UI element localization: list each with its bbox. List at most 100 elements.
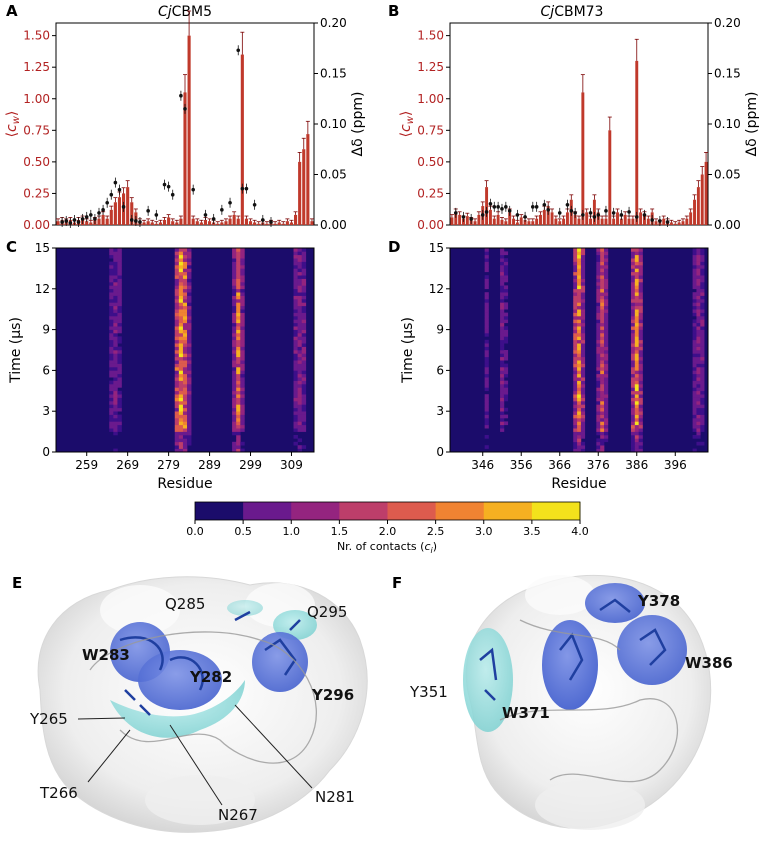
heat-cell-D-387-3 xyxy=(638,438,643,443)
nmr-point-B-5 xyxy=(488,201,493,206)
heat-cell-D-401-30 xyxy=(692,346,697,351)
heat-cell-C-297-39 xyxy=(240,316,245,320)
heat-cell-C-266-39 xyxy=(113,316,118,320)
bar-A-0 xyxy=(56,221,60,225)
heat-cell-D-370-30 xyxy=(573,346,578,351)
heat-cell-C-295-48 xyxy=(232,285,237,290)
nmr-point-B-11 xyxy=(515,213,520,217)
heat-cell-D-371-12 xyxy=(577,407,582,412)
heat-cell-D-347-32 xyxy=(484,339,489,344)
heat-cell-D-351-31 xyxy=(500,343,505,347)
heat-cell-D-387-29 xyxy=(638,350,643,354)
heat-cell-D-377-57 xyxy=(600,254,605,259)
heat-cell-D-352-32 xyxy=(503,339,509,344)
heat-cell-C-311-43 xyxy=(297,302,303,307)
heat-cell-C-310-23 xyxy=(293,370,298,375)
heat-cell-D-372-28 xyxy=(580,353,586,358)
heat-cell-C-282-2 xyxy=(178,441,184,446)
heat-cell-D-387-9 xyxy=(638,418,643,422)
heat-cell-D-386-17 xyxy=(634,390,639,395)
heat-cell-C-265-11 xyxy=(109,411,114,415)
heat-cell-D-378-24 xyxy=(604,367,609,371)
heat-cell-D-378-23 xyxy=(604,370,609,375)
heat-cell-C-297-43 xyxy=(240,302,245,307)
heat-cell-C-310-42 xyxy=(293,305,298,310)
ltick-label-B-5: 1.25 xyxy=(417,60,444,74)
leader-n281 xyxy=(234,704,313,789)
heat-cell-C-267-14 xyxy=(117,401,122,405)
heat-cell-D-403-45 xyxy=(700,295,705,300)
heat-cell-D-370-21 xyxy=(573,377,578,381)
heat-cell-C-284-9 xyxy=(187,418,192,422)
heat-cell-C-265-46 xyxy=(109,292,114,296)
heatmap-d-ylabel: Time (μs) xyxy=(400,317,416,384)
heat-cell-C-296-19 xyxy=(236,384,241,388)
ltick-label-A-4: 1.00 xyxy=(23,92,50,106)
sidechains-f xyxy=(479,598,667,701)
heat-cell-D-347-43 xyxy=(484,302,489,307)
bar-B-39 xyxy=(600,218,604,225)
surface-lobe-f1 xyxy=(525,575,595,615)
heat-cell-C-266-21 xyxy=(113,377,118,381)
heat-cell-C-295-32 xyxy=(232,339,237,344)
heat-cell-D-378-56 xyxy=(604,258,609,262)
heat-cell-C-267-53 xyxy=(117,268,122,273)
heat-cell-C-282-19 xyxy=(178,384,184,388)
heat-cell-D-403-43 xyxy=(700,302,705,307)
heat-cell-C-282-8 xyxy=(178,421,184,426)
heat-cell-D-385-0 xyxy=(630,448,636,453)
heat-cell-C-296-1 xyxy=(236,445,241,449)
nmr-point-B-18 xyxy=(565,203,570,207)
heat-cell-C-267-59 xyxy=(117,248,122,252)
heat-cell-D-372-16 xyxy=(580,394,586,398)
heat-cell-D-401-49 xyxy=(692,282,697,286)
rtick-label-B-3: 0.15 xyxy=(714,67,741,81)
heat-cell-D-372-30 xyxy=(580,346,586,351)
heat-cell-D-377-11 xyxy=(600,411,605,415)
bar-A-11 xyxy=(101,214,105,225)
heat-cell-C-266-9 xyxy=(113,418,118,422)
heat-cell-C-265-49 xyxy=(109,282,114,286)
heat-cell-D-376-22 xyxy=(596,373,601,378)
heat-cell-C-266-48 xyxy=(113,285,118,290)
heat-cell-D-377-30 xyxy=(600,346,605,351)
ytick-label-D-3: 9 xyxy=(436,323,444,337)
heat-cell-C-284-29 xyxy=(187,350,192,354)
heat-cell-D-370-59 xyxy=(573,248,578,252)
heat-cell-C-311-26 xyxy=(297,360,303,364)
heat-cell-C-310-10 xyxy=(293,414,298,419)
heat-cell-C-281-32 xyxy=(174,339,180,344)
heat-cell-C-311-22 xyxy=(297,373,303,378)
heat-cell-D-376-10 xyxy=(596,414,601,419)
bar-B-7 xyxy=(477,214,481,225)
heat-cell-D-387-25 xyxy=(638,363,643,368)
heat-cell-D-347-58 xyxy=(484,251,489,256)
heat-cell-D-372-1 xyxy=(580,445,586,449)
heat-cell-D-372-15 xyxy=(580,397,586,402)
heat-cell-D-403-11 xyxy=(700,411,705,415)
heat-cell-C-296-4 xyxy=(236,435,241,439)
heat-cell-D-385-27 xyxy=(630,356,636,361)
heat-cell-D-352-19 xyxy=(503,384,509,388)
heat-cell-D-370-7 xyxy=(573,424,578,429)
heat-cell-C-311-58 xyxy=(297,251,303,256)
heat-cell-D-371-59 xyxy=(577,248,582,252)
heat-cell-C-312-52 xyxy=(301,271,307,276)
heat-cell-D-372-52 xyxy=(580,271,586,276)
heat-cell-D-401-38 xyxy=(692,319,697,324)
heat-cell-D-372-22 xyxy=(580,373,586,378)
xtick-label-D-0: 346 xyxy=(471,458,494,472)
label-y351: Y351 xyxy=(409,683,448,701)
heat-cell-D-387-55 xyxy=(638,261,643,266)
heat-cell-D-401-35 xyxy=(692,329,697,334)
heat-cell-C-284-23 xyxy=(187,370,192,375)
residue-labels-f: Y378 W386 W371 Y351 xyxy=(409,592,733,722)
heat-cell-C-284-57 xyxy=(187,254,192,259)
heat-cell-D-371-41 xyxy=(577,309,582,313)
heat-cell-D-401-23 xyxy=(692,370,697,375)
heat-cell-C-265-8 xyxy=(109,421,114,426)
heat-cell-D-378-34 xyxy=(604,333,609,337)
heat-cell-D-403-17 xyxy=(700,390,705,395)
heat-cell-C-282-31 xyxy=(178,343,184,347)
